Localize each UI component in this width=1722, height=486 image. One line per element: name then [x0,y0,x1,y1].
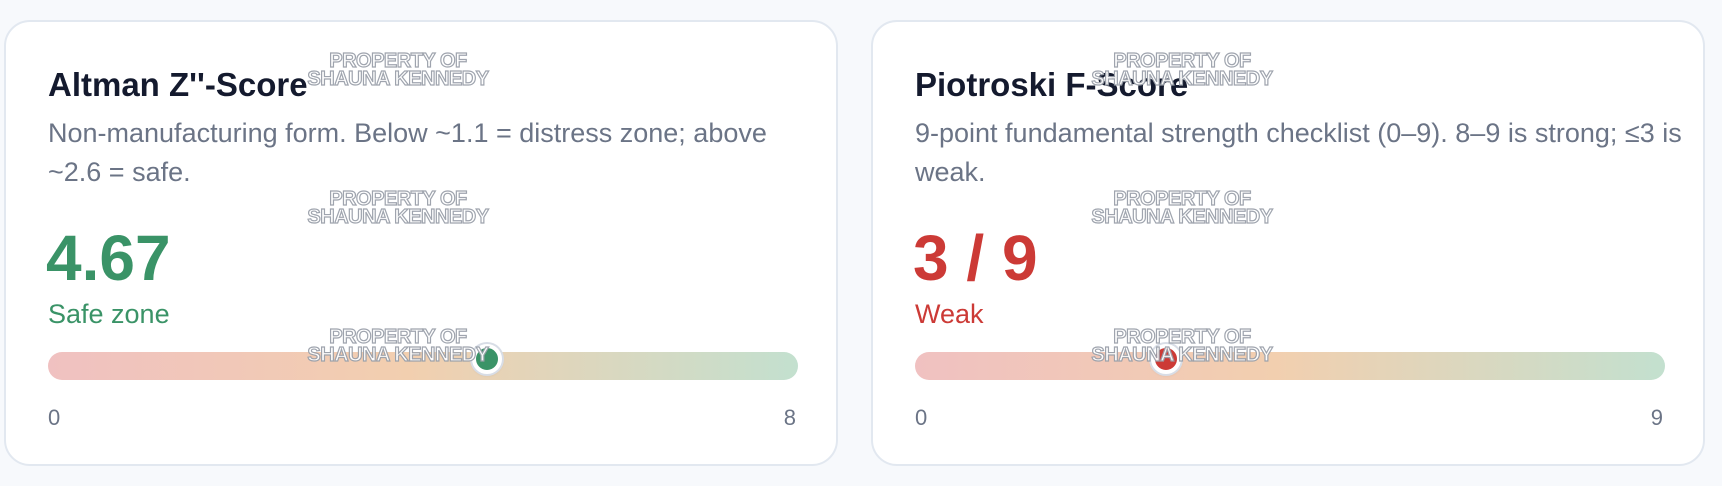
score-status: Safe zone [48,299,170,329]
gauge-max-label: 8 [783,405,796,430]
gauge-max-label: 9 [1650,405,1663,430]
piotroski-score-card: Piotroski F-Score 9-point fundamental st… [871,20,1705,466]
score-value: 4.67 [46,222,171,294]
card-title: Piotroski F-Score [915,66,1189,103]
altman-score-card: Altman Z''-Score Non-manufacturing form.… [4,20,838,466]
gauge-track [48,352,798,380]
gauge-min-label: 0 [48,405,61,430]
card-description: 9-point fundamental strength checklist (… [915,118,1682,187]
score-status: Weak [915,299,984,329]
score-value: 3 / 9 [913,222,1038,294]
card-title: Altman Z''-Score [48,66,308,103]
card-description: Non-manufacturing form. Below ~1.1 = dis… [48,118,767,187]
gauge-min-label: 0 [915,405,928,430]
gauge-track [915,352,1665,380]
gauge-marker [1151,344,1181,374]
gauge-marker [471,344,502,374]
